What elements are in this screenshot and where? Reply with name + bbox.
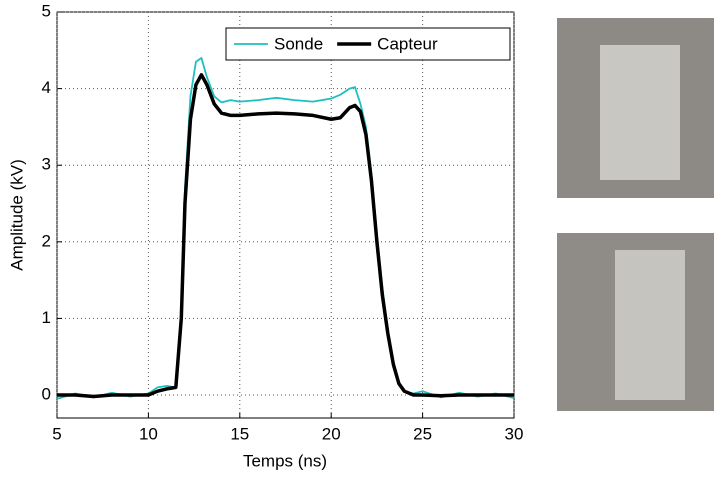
photo-sensor-part bbox=[615, 250, 685, 400]
x-axis-label: Temps (ns) bbox=[243, 451, 327, 470]
plot-frame bbox=[56, 11, 515, 419]
y-tick-label: 4 bbox=[42, 78, 51, 97]
legend-label: Capteur bbox=[377, 34, 438, 53]
y-axis-label: Amplitude (kV) bbox=[7, 159, 26, 270]
x-tick-label: 10 bbox=[139, 424, 158, 443]
y-tick-label: 1 bbox=[42, 308, 51, 327]
x-tick-label: 5 bbox=[52, 424, 61, 443]
y-tick-label: 2 bbox=[42, 231, 51, 250]
x-tick-label: 20 bbox=[322, 424, 341, 443]
x-tick-label: 25 bbox=[413, 424, 432, 443]
y-tick-label: 3 bbox=[42, 155, 51, 174]
y-tick-label: 5 bbox=[42, 1, 51, 20]
series-line bbox=[57, 73, 514, 399]
legend-label: Sonde bbox=[274, 34, 323, 53]
x-tick-label: 30 bbox=[505, 424, 524, 443]
photo-sensor-body bbox=[600, 45, 680, 180]
y-tick-label: 0 bbox=[42, 385, 51, 404]
x-tick-label: 15 bbox=[230, 424, 249, 443]
